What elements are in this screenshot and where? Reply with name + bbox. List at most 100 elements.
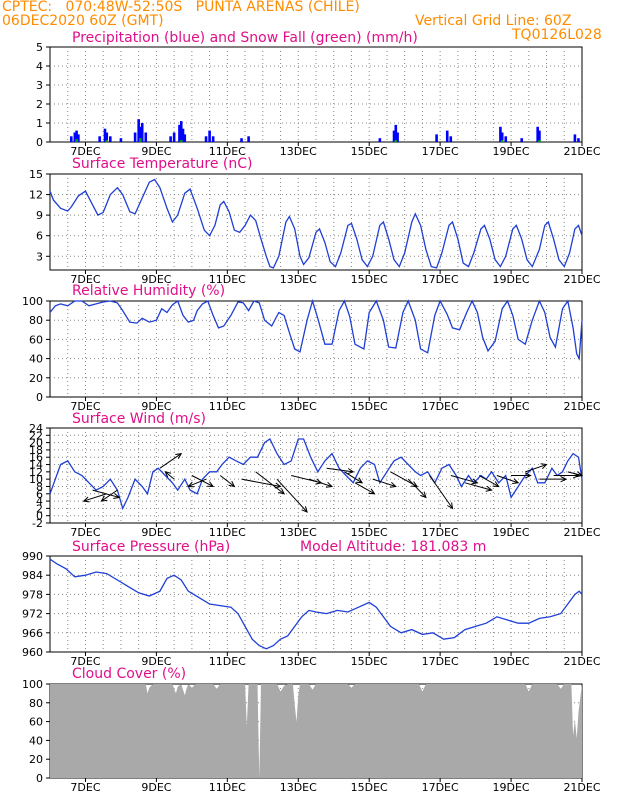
wind-arrow — [276, 478, 308, 513]
wind-arrowhead — [113, 493, 121, 499]
x-tick-label: 19DEC — [493, 781, 530, 794]
x-tick-label: 15DEC — [351, 273, 388, 286]
x-tick-label: 9DEC — [141, 781, 171, 794]
y-tick-label: 3 — [36, 250, 43, 263]
wind-arrowhead — [207, 481, 215, 488]
precip-bar — [520, 138, 524, 142]
snowfall-bar — [105, 140, 109, 142]
y-tick-label: 16 — [29, 451, 43, 464]
precip-bar — [140, 123, 144, 142]
y-tick-label: 2 — [36, 98, 43, 111]
y-tick-label: 978 — [22, 588, 43, 601]
snowfall-bar — [75, 139, 78, 142]
x-tick-label: 15DEC — [351, 400, 388, 413]
y-tick-label: 990 — [22, 550, 43, 563]
x-tick-label: 7DEC — [70, 526, 100, 539]
x-tick-label: 19DEC — [493, 400, 530, 413]
wind-arrow — [407, 478, 427, 498]
y-tick-label: 20 — [29, 437, 43, 450]
x-tick-label: 21DEC — [563, 273, 600, 286]
precip-bar — [208, 130, 211, 142]
x-tick-label: 17DEC — [422, 273, 459, 286]
wind-arrowhead — [164, 471, 172, 478]
wind-arrowhead — [325, 481, 334, 488]
wind-arrow — [429, 475, 453, 509]
wind-arrow — [241, 478, 281, 487]
wind-arrowhead — [175, 452, 183, 460]
wind-arrow — [101, 489, 118, 502]
x-tick-label: 15DEC — [351, 781, 388, 794]
precip-bar — [536, 126, 539, 142]
run-date: 06DEC2020 60Z (GMT) — [2, 13, 164, 29]
x-tick-label: 11DEC — [209, 526, 246, 539]
y-tick-label: 0 — [36, 136, 43, 149]
precip-bar — [105, 132, 109, 142]
y-tick-label: 18 — [29, 444, 43, 457]
panel-title: Relative Humidity (%) — [72, 283, 225, 299]
wind-arrow — [354, 482, 375, 495]
precip-bar — [139, 126, 142, 142]
precip-bar — [204, 136, 208, 142]
precip-bar — [247, 136, 250, 142]
precip-bar — [172, 132, 176, 142]
wind-arrow — [464, 482, 492, 491]
x-tick-label: 13DEC — [280, 781, 317, 794]
y-tick-label: 0 — [36, 510, 43, 523]
precip-bar — [396, 132, 399, 142]
precip-bar — [98, 136, 101, 142]
series-line — [49, 298, 583, 361]
x-tick-label: 21DEC — [563, 655, 600, 668]
y-tick-label: 15 — [29, 168, 43, 181]
x-tick-label: 11DEC — [209, 400, 246, 413]
wind-arrow — [255, 471, 285, 495]
wind-arrow — [326, 467, 354, 473]
x-tick-label: 21DEC — [563, 781, 600, 794]
wind-arrowhead — [560, 476, 568, 483]
snowfall-bar — [538, 140, 541, 142]
wind-arrow — [308, 478, 333, 487]
wind-arrow — [525, 464, 547, 473]
y-tick-label: 22 — [29, 429, 43, 442]
wind-arrowhead — [492, 481, 500, 488]
y-tick-label: 60 — [29, 716, 43, 729]
model-code: TQ0126L028 — [512, 27, 602, 43]
wind-arrowhead — [420, 491, 427, 499]
y-tick-label: 100 — [22, 295, 43, 308]
x-tick-label: 9DEC — [141, 273, 171, 286]
y-tick-label: 20 — [29, 372, 43, 385]
x-tick-label: 19DEC — [493, 273, 530, 286]
wind-arrow — [164, 471, 175, 480]
x-tick-label: 13DEC — [280, 145, 317, 158]
wind-arrowhead — [471, 478, 479, 485]
precip-bar — [538, 130, 541, 142]
y-tick-label: 80 — [29, 314, 43, 327]
x-tick-label: 17DEC — [422, 526, 459, 539]
panel-title: Precipitation (blue) and Snow Fall (gree… — [72, 30, 418, 46]
precip-bar — [435, 134, 438, 142]
y-tick-label: 8 — [36, 480, 43, 493]
station-header: CPTEC: 070:48W-52:50S PUNTA ARENAS (CHIL… — [2, 0, 360, 15]
y-tick-label: 12 — [29, 466, 43, 479]
precip-bar — [240, 138, 243, 142]
y-tick-label: 40 — [29, 734, 43, 747]
x-tick-label: 19DEC — [493, 145, 530, 158]
y-tick-label: 4 — [36, 495, 43, 508]
x-tick-label: 17DEC — [422, 400, 459, 413]
y-tick-label: 40 — [29, 353, 43, 366]
x-tick-label: 15DEC — [351, 145, 388, 158]
x-tick-label: 21DEC — [563, 400, 600, 413]
y-tick-label: 12 — [29, 189, 43, 202]
precip-bar — [108, 136, 112, 142]
x-tick-label: 7DEC — [70, 273, 100, 286]
wind-arrowhead — [368, 488, 376, 495]
x-tick-label: 15DEC — [351, 526, 388, 539]
precip-bar — [75, 130, 78, 142]
y-tick-label: 6 — [36, 488, 43, 501]
x-tick-label: 7DEC — [70, 400, 100, 413]
series-line — [49, 178, 583, 269]
x-tick-label: 11DEC — [209, 273, 246, 286]
precip-bar — [73, 132, 77, 142]
precip-bar — [169, 136, 172, 142]
wind-arrow — [567, 471, 583, 476]
